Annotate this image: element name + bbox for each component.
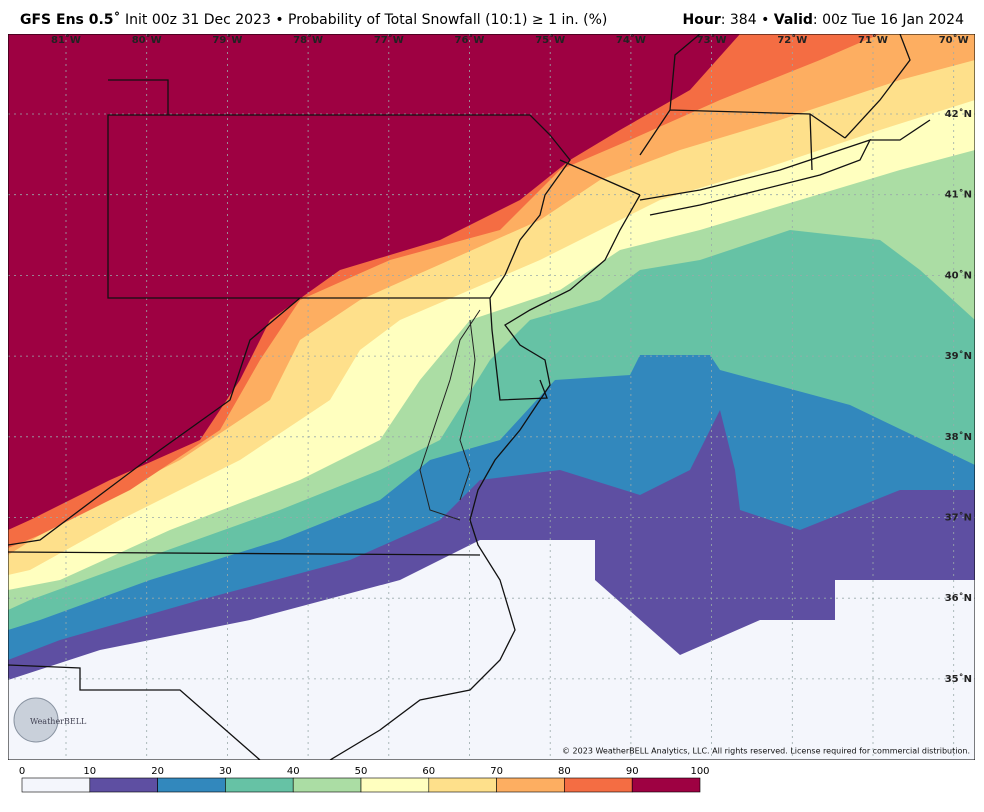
- longitude-label: 74˚W: [616, 34, 646, 46]
- latitude-label: 42˚N: [945, 108, 972, 120]
- coastline: [329, 34, 931, 760]
- colorbar-segment: [496, 777, 565, 793]
- colorbar-tick-label: 60: [422, 766, 435, 777]
- longitude-label: 73˚W: [697, 34, 727, 46]
- colorbar-tick-label: 90: [626, 766, 639, 777]
- logo-text: WeatherBELL: [30, 717, 87, 726]
- colorbar-segment: [21, 777, 91, 793]
- longitude-label: 77˚W: [374, 34, 404, 46]
- longitude-label: 78˚W: [293, 34, 323, 46]
- colorbar-segment: [564, 777, 633, 793]
- longitude-label: 71˚W: [858, 34, 888, 46]
- colorbar-tick-label: 50: [355, 766, 368, 777]
- coordinate-labels: 81˚W 80˚W 79˚W 78˚W 77˚W 76˚W 75˚W 74˚W 73˚W 72˚W…: [51, 34, 972, 685]
- latitude-label: 39˚N: [945, 350, 972, 362]
- colorbar-tick-label: 30: [219, 766, 232, 777]
- latitude-label: 37˚N: [945, 512, 972, 524]
- longitude-label: 81˚W: [51, 34, 81, 46]
- colorbar-tick-label: 100: [690, 766, 709, 777]
- model: GFS Ens 0.5˚: [20, 11, 121, 28]
- colorbar-segment: [157, 777, 226, 793]
- longitude-label: 75˚W: [535, 34, 565, 46]
- valid-value: : 00z Tue 16 Jan 2024: [813, 12, 964, 28]
- copyright: © 2023 WeatherBELL Analytics, LLC. All r…: [562, 747, 970, 756]
- colorbar-tick-label: 40: [287, 766, 300, 777]
- longitude-label: 80˚W: [132, 34, 162, 46]
- description: Init 00z 31 Dec 2023 • Probability of To…: [125, 12, 607, 28]
- latitude-label: 40˚N: [945, 269, 972, 281]
- logo-icon: [13, 697, 59, 743]
- bay-shores: [419, 309, 481, 521]
- colorbar-segment: [631, 777, 701, 793]
- latitude-label: 36˚N: [945, 592, 972, 604]
- colorbar-tick-label: 20: [151, 766, 164, 777]
- hour-value: : 384 •: [721, 12, 774, 28]
- colorbar-segment: [360, 777, 430, 793]
- logo: WeatherBELL: [13, 697, 87, 743]
- colorbar-tick-label: 10: [83, 766, 96, 777]
- state-borders: [8, 34, 846, 760]
- header-right: Hour: 384 • Valid: 00z Tue 16 Jan 2024: [683, 12, 965, 28]
- graticule: [8, 34, 975, 760]
- colorbar-tick-label: 70: [490, 766, 503, 777]
- colorbar-segment: [292, 777, 362, 793]
- longitude-label: 79˚W: [212, 34, 242, 46]
- colorbar: 0 10 20 30 40 50 60 70 80 90 100: [19, 766, 710, 793]
- colorbar-tick-label: 0: [19, 766, 25, 777]
- colorbar-tick-label: 80: [558, 766, 571, 777]
- longitude-label: 72˚W: [777, 34, 807, 46]
- longitude-label: 76˚W: [455, 34, 485, 46]
- latitude-label: 35˚N: [945, 673, 972, 685]
- longitude-label: 70˚W: [939, 34, 969, 46]
- colorbar-segment: [89, 777, 158, 793]
- header-left: GFS Ens 0.5˚ Init 00z 31 Dec 2023 • Prob…: [20, 11, 607, 28]
- valid-label: Valid: [774, 12, 813, 28]
- latitude-label: 41˚N: [945, 189, 972, 201]
- map: WeatherBELL © 2023 WeatherBELL Analytics…: [8, 34, 975, 760]
- colorbar-segment: [428, 777, 497, 793]
- colorbar-segment: [225, 777, 294, 793]
- hour-label: Hour: [683, 12, 721, 28]
- latitude-label: 38˚N: [945, 431, 972, 443]
- band-90: [8, 34, 740, 530]
